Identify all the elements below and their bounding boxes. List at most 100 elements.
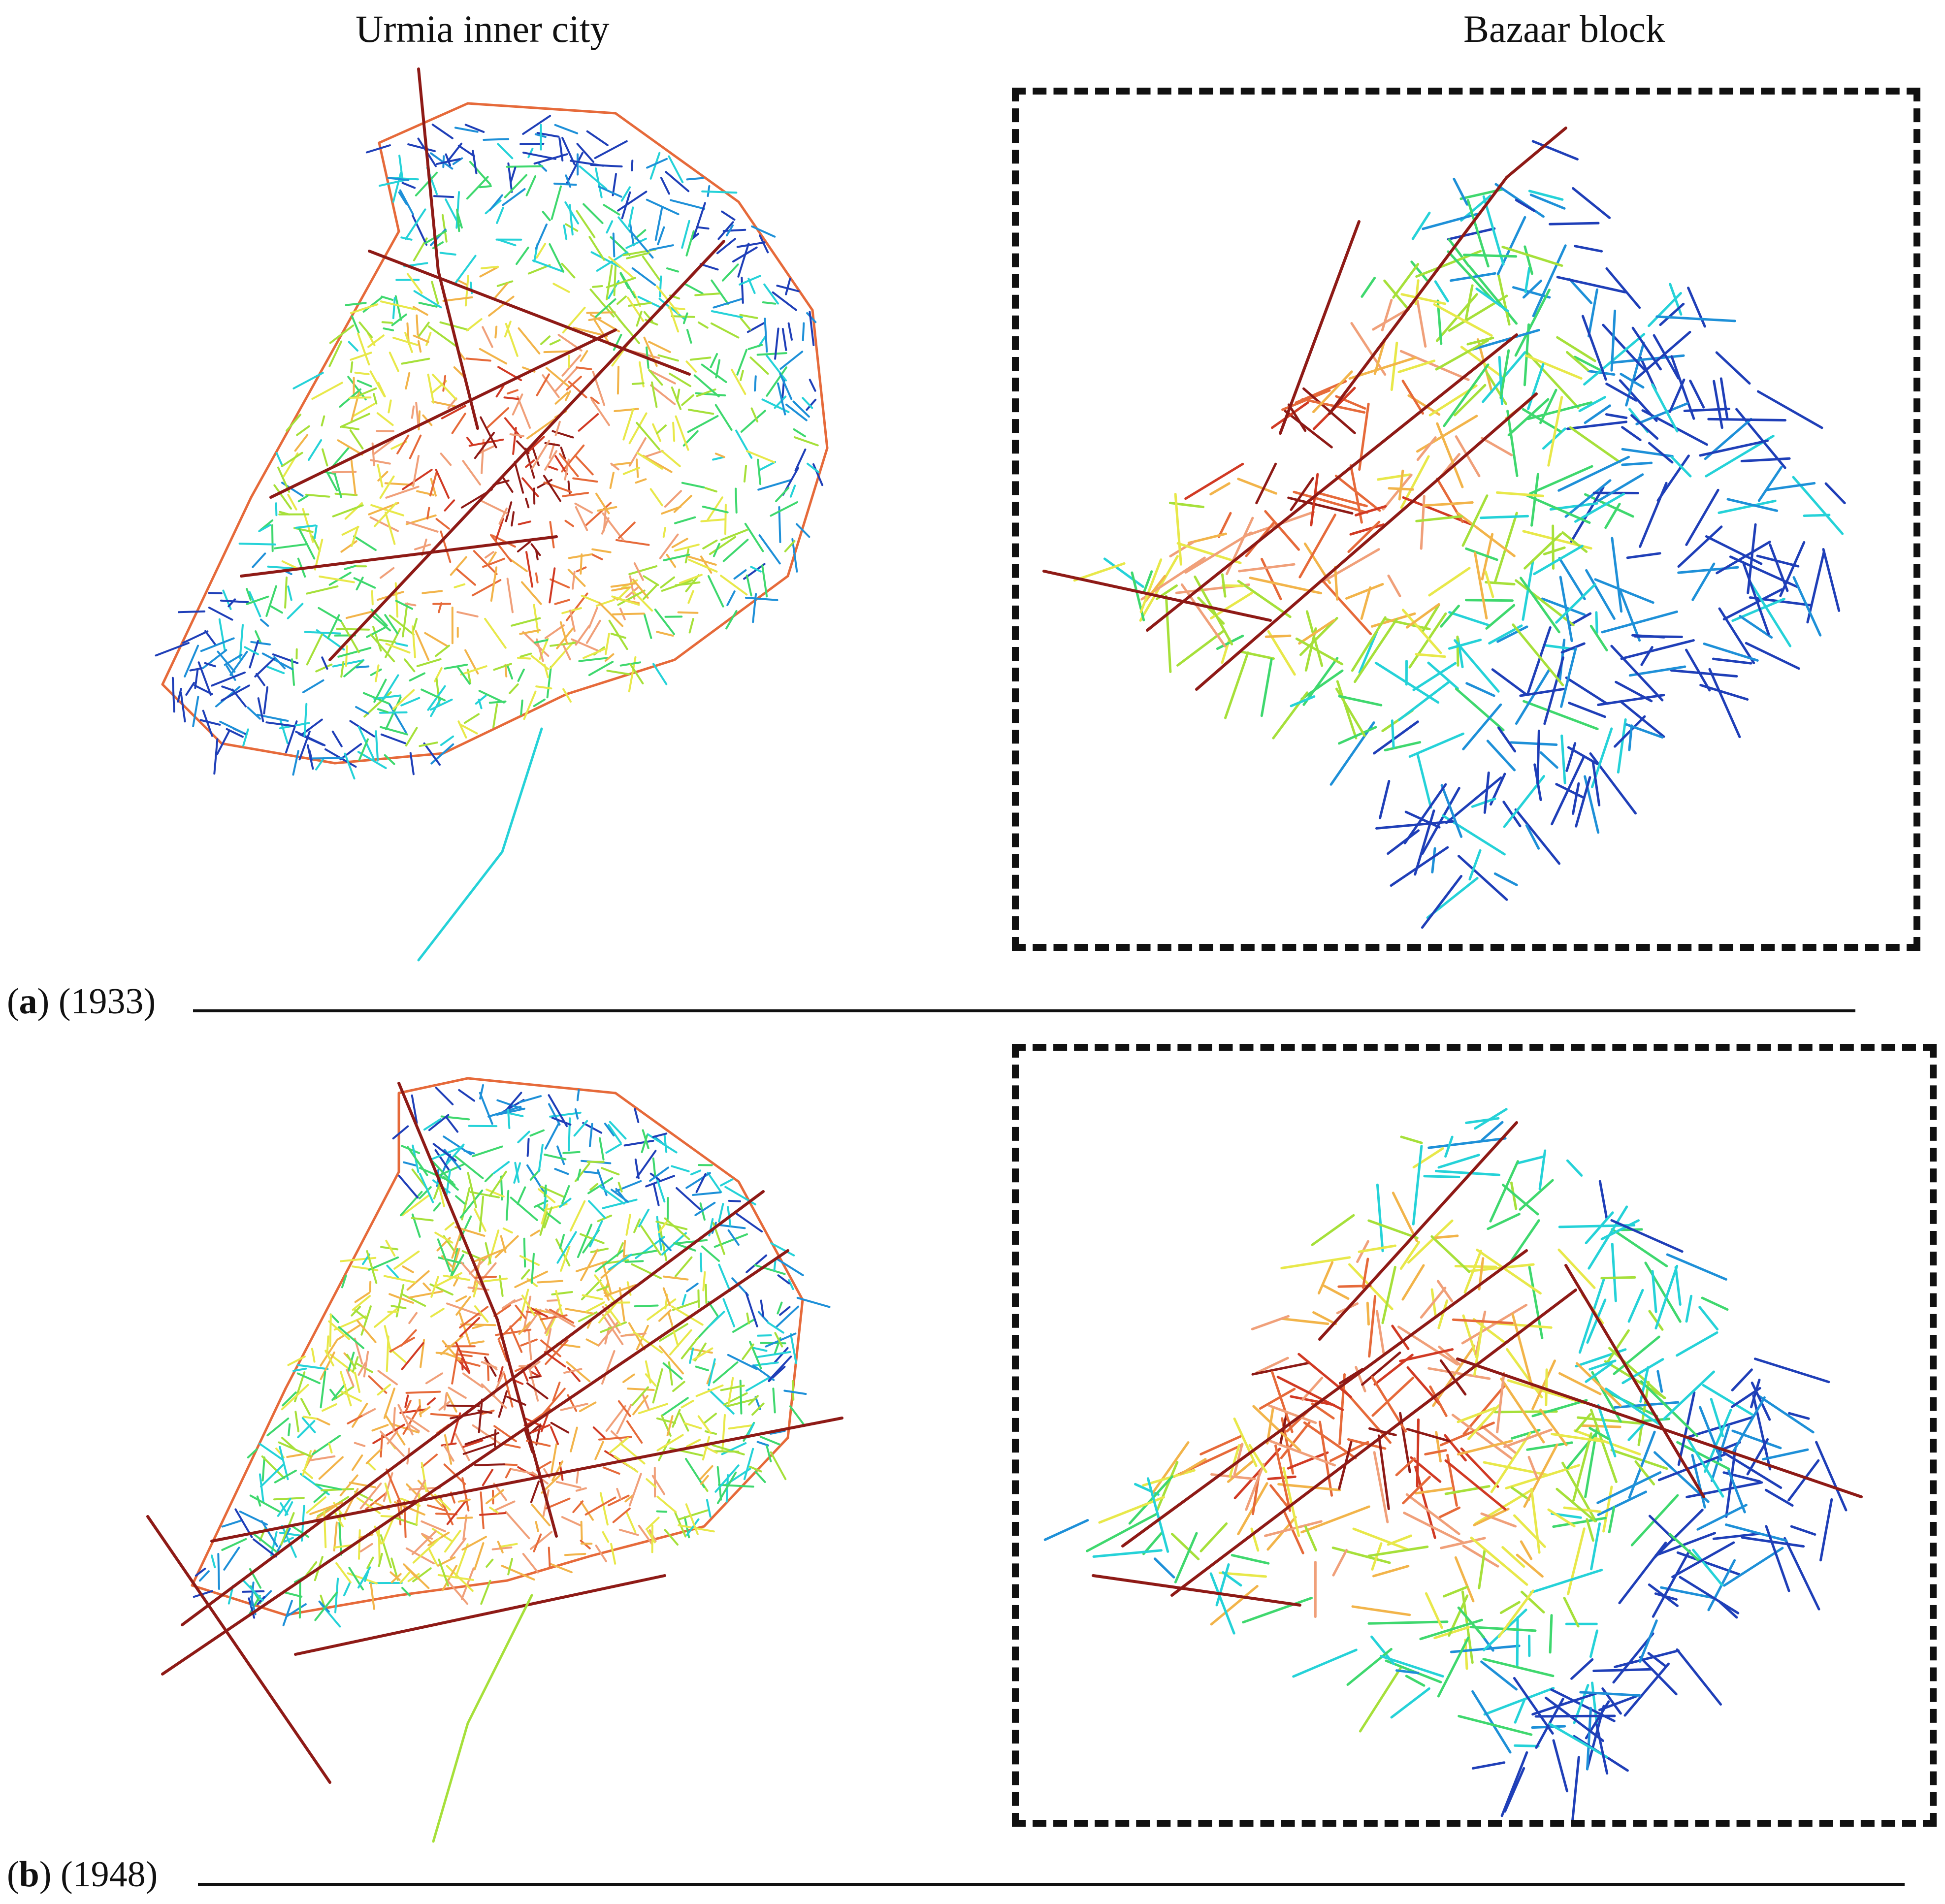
street-segment	[340, 425, 360, 430]
ring-road	[161, 496, 253, 686]
street-segment	[440, 1335, 464, 1355]
street-segment	[1497, 1589, 1534, 1638]
street-segment	[662, 1287, 671, 1306]
street-segment	[1513, 1514, 1546, 1548]
street-segment	[608, 1494, 630, 1507]
street-segment	[1612, 1632, 1654, 1684]
street-segment	[1614, 1401, 1680, 1409]
street-segment	[1685, 648, 1711, 692]
street-segment	[757, 479, 792, 491]
street-segment	[1779, 541, 1806, 597]
street-segment	[488, 295, 515, 317]
street-segment	[777, 382, 786, 416]
street-segment	[353, 577, 376, 589]
street-segment	[257, 697, 264, 722]
street-segment	[502, 1227, 513, 1234]
street-segment	[714, 1464, 740, 1493]
street-segment	[1239, 650, 1275, 660]
street-segment	[688, 618, 694, 634]
street-segment	[556, 1343, 581, 1348]
street-segment	[498, 1340, 508, 1362]
street-segment	[614, 1455, 639, 1473]
street-segment	[311, 382, 343, 400]
main-axial-line	[1279, 220, 1361, 435]
street-segment	[404, 602, 417, 607]
street-segment	[1297, 1353, 1352, 1398]
street-segment	[1377, 473, 1412, 481]
street-segment	[1557, 455, 1630, 492]
street-segment	[389, 614, 415, 636]
street-segment	[1749, 581, 1792, 647]
street-segment	[1410, 260, 1428, 282]
street-segment	[1471, 1690, 1512, 1754]
street-segment	[726, 590, 736, 606]
street-segment	[726, 224, 734, 237]
street-segment	[478, 1398, 483, 1433]
street-segment	[288, 1423, 291, 1437]
ring-road	[786, 1298, 804, 1439]
street-segment	[421, 688, 446, 702]
street-segment	[631, 382, 645, 385]
street-segment	[649, 244, 674, 251]
street-segment	[470, 1191, 500, 1198]
street-segment	[404, 1394, 409, 1408]
street-segment	[1522, 408, 1562, 433]
street-segment	[649, 488, 663, 507]
street-segment	[1792, 576, 1822, 637]
street-segment	[1547, 396, 1563, 467]
street-segment	[352, 1402, 368, 1428]
street-segment	[554, 455, 568, 475]
street-segment	[506, 1092, 522, 1110]
street-segment	[1578, 396, 1607, 413]
street-segment	[617, 191, 648, 212]
street-segment	[280, 1512, 295, 1546]
street-segment	[560, 1403, 588, 1411]
street-segment	[1422, 213, 1479, 230]
street-segment	[345, 610, 377, 619]
street-segment	[502, 188, 526, 206]
street-segment	[1514, 289, 1551, 357]
street-segment	[618, 1528, 639, 1536]
street-segment	[434, 1231, 454, 1244]
street-segment	[625, 1214, 631, 1236]
street-segment	[426, 507, 430, 519]
street-segment	[702, 1271, 706, 1291]
street-segment	[734, 1212, 763, 1233]
street-segment	[504, 664, 508, 678]
street-segment	[440, 735, 454, 746]
street-segment	[171, 677, 175, 713]
street-segment	[192, 696, 199, 727]
street-segment	[353, 535, 377, 551]
street-segment	[508, 1298, 523, 1305]
street-segment	[482, 1469, 494, 1486]
street-segment	[250, 1581, 255, 1607]
street-segment	[1300, 1505, 1370, 1534]
street-segment	[701, 190, 738, 194]
street-segment	[647, 1133, 678, 1154]
street-segment	[654, 207, 663, 241]
street-segment	[497, 143, 514, 160]
street-segment	[572, 1500, 584, 1513]
street-segment	[1480, 515, 1529, 519]
street-segment	[1610, 309, 1617, 372]
street-segment	[413, 290, 442, 309]
street-segment	[369, 516, 399, 532]
street-segment	[554, 367, 578, 392]
street-segment	[628, 565, 658, 576]
street-segment	[1292, 1648, 1358, 1678]
street-segment	[606, 670, 630, 676]
street-segment	[718, 1263, 731, 1292]
street-segment	[229, 650, 248, 676]
street-segment	[1507, 398, 1550, 437]
street-segment	[635, 1236, 665, 1259]
street-segment	[1611, 537, 1623, 613]
street-segment	[775, 1305, 799, 1328]
street-segment	[403, 1563, 430, 1589]
street-segment	[1457, 1440, 1513, 1456]
street-segment	[1639, 1656, 1678, 1696]
street-segment	[752, 1347, 768, 1352]
street-segment	[1276, 1376, 1344, 1411]
street-segment	[365, 144, 391, 154]
street-segment	[1708, 668, 1741, 739]
street-segment	[686, 329, 692, 344]
